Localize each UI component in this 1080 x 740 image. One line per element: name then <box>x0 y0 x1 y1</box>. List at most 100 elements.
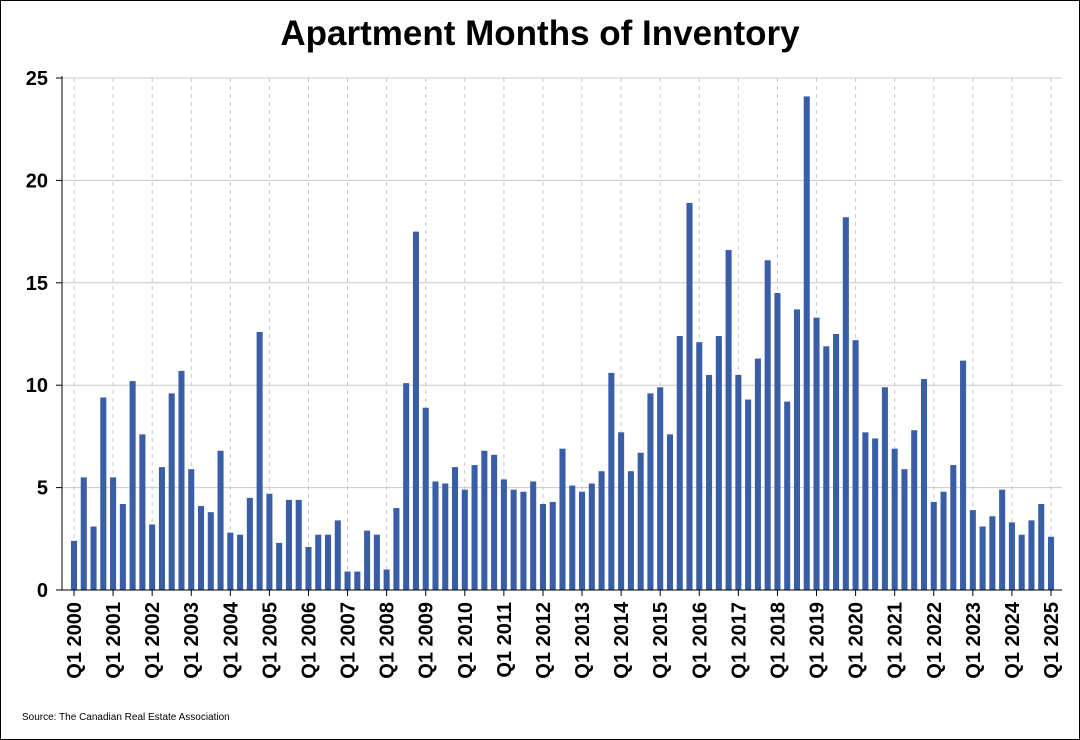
x-tick-label: Q1 2024 <box>1002 601 1024 679</box>
bar <box>881 387 888 590</box>
bar <box>344 571 351 590</box>
bar <box>696 342 703 590</box>
bar <box>432 481 439 590</box>
bar <box>735 374 742 590</box>
x-tick-label: Q1 2021 <box>885 602 907 679</box>
x-tick-label: Q1 2012 <box>533 602 555 679</box>
x-tick-label: Q1 2017 <box>728 602 750 679</box>
y-tick-label: 20 <box>26 170 48 192</box>
bar <box>530 481 537 590</box>
bar <box>276 542 283 590</box>
bar <box>149 524 156 590</box>
bar <box>627 471 634 590</box>
bar <box>158 467 165 590</box>
bar <box>940 491 947 590</box>
bar <box>110 477 117 590</box>
bar <box>139 434 146 590</box>
bar <box>920 379 928 590</box>
source-note: Source: The Canadian Real Estate Associa… <box>22 712 230 723</box>
bar <box>774 293 781 590</box>
bar <box>364 530 371 590</box>
bar <box>784 401 791 590</box>
bar <box>1008 522 1015 590</box>
y-tick-label: 15 <box>26 273 48 295</box>
x-tick-label: Q1 2005 <box>259 602 281 679</box>
bar <box>178 370 185 590</box>
bar <box>706 374 713 590</box>
bar <box>979 526 986 590</box>
bar <box>500 479 507 590</box>
bar <box>637 452 644 590</box>
bar <box>324 534 332 590</box>
bar <box>471 465 478 590</box>
bar <box>754 358 761 590</box>
bar <box>227 532 234 590</box>
bar <box>745 399 752 590</box>
bar <box>491 454 498 590</box>
bar <box>315 534 322 590</box>
y-tick-label: 10 <box>26 375 48 397</box>
bar <box>549 501 556 590</box>
bar <box>852 340 859 590</box>
bar <box>833 334 840 590</box>
x-tick-label: Q1 2013 <box>572 602 594 679</box>
bar <box>1038 503 1045 590</box>
bar <box>188 469 195 590</box>
bar <box>569 485 576 590</box>
bar <box>823 346 830 590</box>
bar <box>70 540 78 590</box>
bar <box>598 471 605 590</box>
x-tick-label: Q1 2007 <box>338 602 360 679</box>
bar <box>373 534 380 590</box>
bar <box>657 387 664 590</box>
bar <box>80 477 87 590</box>
bar <box>813 317 820 590</box>
bar <box>481 450 488 590</box>
bar <box>100 397 107 590</box>
bar <box>412 231 419 590</box>
bar <box>666 434 673 590</box>
x-tick-label: Q1 2014 <box>611 601 633 679</box>
y-tick-label: 25 <box>26 68 48 90</box>
bar <box>647 393 654 590</box>
bar <box>295 499 302 590</box>
x-tick-label: Q1 2000 <box>64 602 86 679</box>
bar <box>960 360 967 590</box>
bar <box>119 503 126 590</box>
bar <box>676 336 683 590</box>
bar <box>461 489 468 590</box>
bar <box>803 96 810 590</box>
bar <box>891 448 898 590</box>
bar <box>168 393 175 590</box>
bar <box>901 469 908 590</box>
bar <box>393 508 400 590</box>
x-tick-label: Q1 2010 <box>455 602 477 679</box>
x-tick-label: Q1 2016 <box>689 602 711 679</box>
bar <box>618 432 625 590</box>
bar <box>90 526 97 590</box>
bar <box>334 520 341 590</box>
x-tick-label: Q1 2001 <box>103 602 125 679</box>
bar <box>1018 534 1025 590</box>
x-tick-label: Q1 2019 <box>807 602 829 679</box>
x-tick-label: Q1 2003 <box>181 602 203 679</box>
x-tick-label: Q1 2022 <box>924 602 946 679</box>
bar <box>403 383 410 590</box>
bar <box>197 506 205 590</box>
bar <box>207 512 214 590</box>
bar <box>725 250 732 591</box>
bar <box>608 372 615 590</box>
bar <box>930 501 937 590</box>
bar <box>129 381 136 590</box>
bar <box>217 450 224 590</box>
bar <box>237 534 244 590</box>
x-tick-label: Q1 2006 <box>298 602 320 679</box>
bar <box>872 438 879 590</box>
bar <box>539 503 546 590</box>
y-tick-label: 5 <box>37 478 48 500</box>
bar <box>715 336 722 590</box>
bar <box>862 432 869 590</box>
x-tick-label: Q1 2002 <box>142 602 164 679</box>
bar <box>999 489 1006 590</box>
